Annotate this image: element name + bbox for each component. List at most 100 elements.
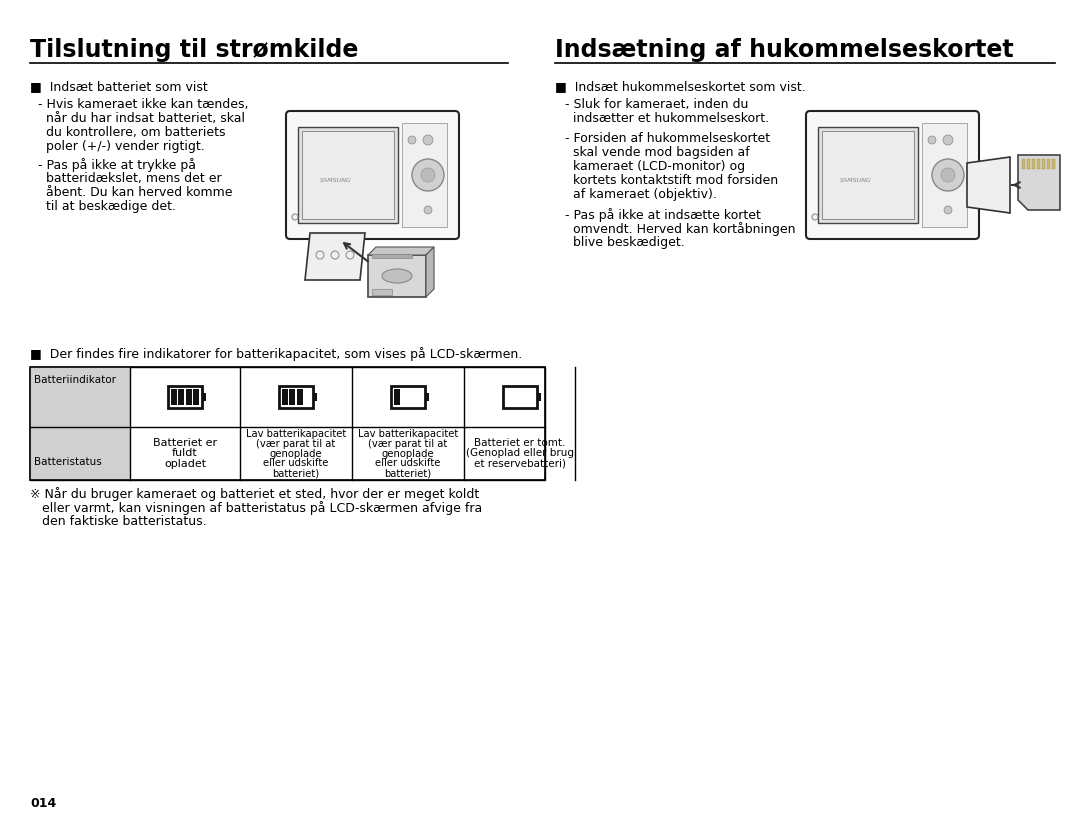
Circle shape bbox=[421, 168, 435, 182]
Text: den faktiske batteristatus.: den faktiske batteristatus. bbox=[30, 515, 206, 528]
Bar bbox=[30, 367, 545, 480]
Text: Batteriet er tomt.: Batteriet er tomt. bbox=[474, 438, 565, 448]
Text: til at beskædige det.: til at beskædige det. bbox=[38, 200, 176, 213]
Bar bbox=[313, 393, 318, 401]
Bar bbox=[279, 386, 313, 408]
Bar bbox=[368, 255, 426, 297]
Text: genoplade: genoplade bbox=[270, 448, 322, 459]
Text: du kontrollere, om batteriets: du kontrollere, om batteriets bbox=[38, 126, 226, 139]
Text: eller varmt, kan visningen af batteristatus på LCD-skærmen afvige fra: eller varmt, kan visningen af batterista… bbox=[30, 501, 483, 515]
Bar bbox=[922, 123, 967, 227]
Text: - Pas på ikke at indsætte kortet: - Pas på ikke at indsætte kortet bbox=[565, 208, 761, 222]
Text: - Forsiden af hukommelseskortet: - Forsiden af hukommelseskortet bbox=[565, 132, 770, 145]
FancyBboxPatch shape bbox=[806, 111, 978, 239]
Polygon shape bbox=[1018, 155, 1059, 210]
Ellipse shape bbox=[382, 269, 411, 283]
Text: - Sluk for kameraet, inden du: - Sluk for kameraet, inden du bbox=[565, 98, 748, 111]
Bar bbox=[171, 389, 177, 405]
Text: Batteriindikator: Batteriindikator bbox=[33, 375, 116, 385]
Bar bbox=[282, 389, 288, 405]
Bar bbox=[402, 123, 447, 227]
Bar bbox=[186, 389, 191, 405]
Text: batteridækslet, mens det er: batteridækslet, mens det er bbox=[38, 172, 221, 185]
Circle shape bbox=[408, 136, 416, 144]
Bar bbox=[168, 386, 202, 408]
Text: når du har indsat batteriet, skal: når du har indsat batteriet, skal bbox=[38, 112, 245, 125]
Text: batteriet): batteriet) bbox=[272, 468, 320, 478]
Bar bbox=[30, 367, 545, 480]
Text: genoplade: genoplade bbox=[381, 448, 434, 459]
Text: ■  Indsæt batteriet som vist: ■ Indsæt batteriet som vist bbox=[30, 80, 207, 93]
Text: batteriet): batteriet) bbox=[384, 468, 432, 478]
Bar bbox=[502, 386, 537, 408]
FancyBboxPatch shape bbox=[286, 111, 459, 239]
Circle shape bbox=[423, 135, 433, 145]
Text: Tilslutning til strømkilde: Tilslutning til strømkilde bbox=[30, 38, 359, 62]
Text: - Hvis kameraet ikke kan tændes,: - Hvis kameraet ikke kan tændes, bbox=[38, 98, 248, 111]
Text: Lav batterikapacitet: Lav batterikapacitet bbox=[357, 430, 458, 439]
Text: eller udskifte: eller udskifte bbox=[264, 458, 328, 469]
Text: indsætter et hukommelseskort.: indsætter et hukommelseskort. bbox=[565, 112, 769, 125]
Bar bbox=[372, 254, 411, 258]
Text: kortets kontaktstift mod forsiden: kortets kontaktstift mod forsiden bbox=[565, 174, 778, 187]
Text: kameraet (LCD-monitor) og: kameraet (LCD-monitor) og bbox=[565, 160, 745, 173]
Bar bbox=[394, 389, 400, 405]
Bar bbox=[1052, 159, 1055, 169]
Text: SAMSUNG: SAMSUNG bbox=[320, 178, 352, 183]
Bar bbox=[302, 131, 394, 219]
Bar bbox=[426, 393, 429, 401]
Text: ■  Der findes fire indikatorer for batterikapacitet, som vises på LCD-skærmen.: ■ Der findes fire indikatorer for batter… bbox=[30, 347, 523, 361]
Bar bbox=[202, 393, 206, 401]
Text: Batteriet er: Batteriet er bbox=[153, 438, 217, 447]
Bar bbox=[1047, 159, 1050, 169]
Bar bbox=[1022, 159, 1025, 169]
Text: et reservebatteri): et reservebatteri) bbox=[473, 459, 566, 469]
Bar bbox=[818, 127, 918, 223]
Text: (Genoplad eller brug: (Genoplad eller brug bbox=[465, 448, 573, 459]
Circle shape bbox=[928, 136, 936, 144]
Text: fuldt: fuldt bbox=[172, 448, 198, 458]
Text: af kameraet (objektiv).: af kameraet (objektiv). bbox=[565, 188, 717, 201]
Text: opladet: opladet bbox=[164, 459, 206, 469]
Text: (vær parat til at: (vær parat til at bbox=[368, 439, 447, 449]
Bar bbox=[289, 389, 295, 405]
Bar bbox=[30, 367, 130, 480]
Bar bbox=[178, 389, 185, 405]
Text: (vær parat til at: (vær parat til at bbox=[256, 439, 336, 449]
Bar bbox=[297, 389, 302, 405]
Bar bbox=[1037, 159, 1040, 169]
Text: eller udskifte: eller udskifte bbox=[376, 458, 441, 469]
Circle shape bbox=[424, 206, 432, 214]
Circle shape bbox=[411, 159, 444, 191]
Text: 014: 014 bbox=[30, 797, 56, 810]
Text: blive beskædiget.: blive beskædiget. bbox=[565, 236, 685, 249]
Text: Indsætning af hukommelseskortet: Indsætning af hukommelseskortet bbox=[555, 38, 1014, 62]
Bar bbox=[193, 389, 199, 405]
Text: Lav batterikapacitet: Lav batterikapacitet bbox=[246, 430, 346, 439]
Text: - Pas på ikke at trykke på: - Pas på ikke at trykke på bbox=[38, 158, 195, 172]
Polygon shape bbox=[368, 247, 434, 255]
Text: skal vende mod bagsiden af: skal vende mod bagsiden af bbox=[565, 146, 750, 159]
Bar bbox=[391, 386, 426, 408]
Text: ※ Når du bruger kameraet og batteriet et sted, hvor der er meget koldt: ※ Når du bruger kameraet og batteriet et… bbox=[30, 487, 480, 501]
Circle shape bbox=[944, 206, 951, 214]
Text: SAMSUNG: SAMSUNG bbox=[840, 178, 872, 183]
Bar bbox=[822, 131, 914, 219]
Circle shape bbox=[932, 159, 964, 191]
Text: ■  Indsæt hukommelseskortet som vist.: ■ Indsæt hukommelseskortet som vist. bbox=[555, 80, 806, 93]
Bar bbox=[1027, 159, 1030, 169]
Polygon shape bbox=[305, 233, 365, 280]
Bar bbox=[372, 289, 392, 295]
Polygon shape bbox=[967, 157, 1010, 213]
Bar bbox=[298, 127, 399, 223]
Circle shape bbox=[941, 168, 955, 182]
Text: omvendt. Herved kan kortåbningen: omvendt. Herved kan kortåbningen bbox=[565, 222, 796, 236]
Text: Batteristatus: Batteristatus bbox=[33, 457, 102, 467]
Text: åbent. Du kan herved komme: åbent. Du kan herved komme bbox=[38, 186, 232, 199]
Text: poler (+/-) vender rigtigt.: poler (+/-) vender rigtigt. bbox=[38, 140, 205, 153]
Bar bbox=[1042, 159, 1045, 169]
Circle shape bbox=[943, 135, 953, 145]
Polygon shape bbox=[426, 247, 434, 297]
Bar bbox=[1032, 159, 1035, 169]
Bar bbox=[537, 393, 540, 401]
